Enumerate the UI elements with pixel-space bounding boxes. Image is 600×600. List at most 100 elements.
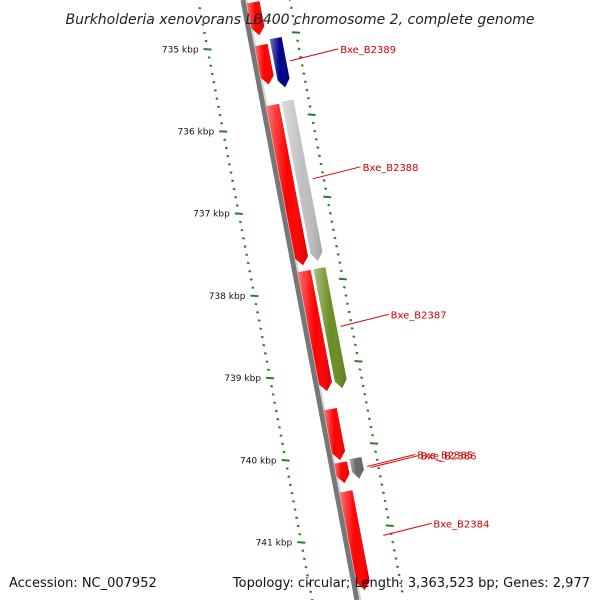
kbp-minor-tick: [298, 532, 302, 536]
kbp-minor-tick: [371, 433, 374, 437]
kbp-minor-tick: [293, 508, 297, 511]
kbp-minor-tick: [287, 475, 291, 478]
kbp-minor-tick: [224, 146, 228, 150]
kbp-label: 739 kbp: [224, 374, 261, 384]
kbp-label: 741 kbp: [256, 538, 293, 548]
kbp-minor-tick: [299, 55, 303, 59]
kbp-minor-tick: [291, 14, 295, 18]
kbp-minor-tick: [235, 204, 239, 207]
kbp-major-tick: [385, 524, 394, 527]
kbp-minor-tick: [333, 236, 337, 240]
kbp-minor-tick: [270, 385, 274, 388]
kbp-minor-tick: [375, 458, 379, 462]
kbp-minor-tick: [383, 499, 387, 503]
kbp-minor-tick: [226, 154, 230, 158]
gene-feature[interactable]: [297, 269, 332, 392]
gene-arrow-shading: [281, 99, 323, 261]
kbp-minor-tick: [321, 170, 324, 174]
gene-features: [246, 1, 370, 590]
kbp-minor-tick: [262, 343, 266, 347]
kbp-minor-tick: [217, 105, 220, 109]
kbp-minor-tick: [289, 6, 293, 10]
gene-arrow-shading: [313, 267, 347, 389]
kbp-minor-tick: [257, 319, 261, 322]
kbp-minor-tick: [324, 187, 328, 190]
kbp-minor-tick: [246, 261, 250, 265]
kbp-minor-tick: [400, 590, 404, 593]
gene-label[interactable]: Bxe_B2385: [417, 450, 473, 461]
gene-feature[interactable]: [324, 408, 345, 461]
gene-arrow-shading: [254, 43, 274, 85]
kbp-labels: 735 kbp 736 kbp 737 kbp 738 kbp 739 kbp 740 k…: [162, 45, 293, 548]
kbp-minor-tick: [397, 573, 401, 577]
kbp-minor-tick: [199, 15, 203, 18]
kbp-minor-tick: [358, 368, 362, 371]
kbp-minor-tick: [328, 212, 332, 215]
kbp-minor-tick: [399, 581, 403, 585]
gene-label[interactable]: Bxe_B2386: [421, 452, 477, 463]
kbp-minor-tick: [332, 228, 335, 232]
gene-bxe-b2385[interactable]: [349, 457, 364, 479]
kbp-minor-tick: [220, 122, 224, 125]
kbp-minor-tick: [212, 80, 216, 84]
gene-bxe-b2388[interactable]: [281, 99, 323, 261]
kbp-label: 737 kbp: [193, 210, 230, 220]
kbp-minor-tick: [204, 39, 208, 43]
chromosome-backbone: [240, 0, 362, 600]
gene-feature[interactable]: [246, 1, 265, 36]
kbp-major-tick: [265, 376, 275, 380]
kbp-minor-tick: [282, 450, 286, 454]
kbp-minor-tick: [306, 574, 309, 577]
gene-label[interactable]: Bxe_B2389: [340, 45, 396, 56]
kbp-minor-tick: [296, 524, 300, 528]
kbp-minor-tick: [248, 269, 252, 273]
kbp-minor-tick: [292, 23, 296, 26]
kbp-minor-tick: [335, 244, 339, 248]
kbp-major-tick: [219, 130, 228, 133]
gene-label-leader: [312, 166, 361, 180]
kbp-minor-tick: [254, 302, 258, 306]
kbp-label: 738 kbp: [209, 292, 246, 302]
kbp-minor-tick: [339, 269, 343, 273]
kbp-major-tick: [307, 113, 316, 116]
kbp-tick-column-left: [198, 6, 314, 600]
gene-feature[interactable]: [266, 103, 308, 266]
gene-label-leader: [290, 48, 339, 62]
kbp-major-tick: [291, 31, 301, 34]
gene-label[interactable]: Bxe_B2387: [391, 310, 447, 321]
kbp-major-tick: [323, 195, 332, 199]
kbp-minor-tick: [234, 195, 238, 199]
gene-bxe-b2389[interactable]: [269, 37, 290, 88]
kbp-tick-column-right: [288, 0, 404, 593]
kbp-minor-tick: [392, 549, 396, 552]
kbp-minor-tick: [201, 23, 205, 26]
kbp-minor-tick: [313, 129, 317, 133]
gene-arrow-shading: [349, 457, 364, 479]
kbp-minor-tick: [394, 557, 398, 560]
kbp-minor-tick: [223, 138, 227, 141]
kbp-major-tick: [234, 212, 243, 215]
gene-bxe-b2386[interactable]: [334, 461, 350, 484]
gene-feature[interactable]: [254, 43, 274, 85]
kbp-minor-tick: [203, 31, 206, 35]
kbp-minor-tick: [300, 64, 304, 67]
genome-summary-text: Topology: circular; Length: 3,363,523 bp…: [232, 576, 590, 591]
kbp-minor-tick: [238, 220, 242, 224]
kbp-minor-tick: [360, 376, 364, 379]
kbp-minor-tick: [336, 253, 340, 256]
kbp-major-tick: [370, 442, 379, 445]
gene-label[interactable]: Bxe_B2388: [363, 163, 419, 174]
kbp-minor-tick: [319, 162, 323, 166]
kbp-minor-tick: [249, 278, 253, 281]
gene-bxe-b2384[interactable]: [339, 490, 370, 590]
kbp-minor-tick: [377, 466, 381, 470]
kbp-minor-tick: [380, 483, 384, 486]
kbp-minor-tick: [346, 302, 349, 306]
gene-label[interactable]: Bxe_B2384: [433, 519, 489, 530]
kbp-minor-tick: [309, 590, 313, 594]
kbp-minor-tick: [263, 352, 267, 355]
kbp-major-tick: [250, 294, 259, 298]
kbp-minor-tick: [209, 64, 213, 68]
gene-bxe-b2387[interactable]: [313, 267, 347, 389]
kbp-minor-tick: [308, 105, 312, 108]
